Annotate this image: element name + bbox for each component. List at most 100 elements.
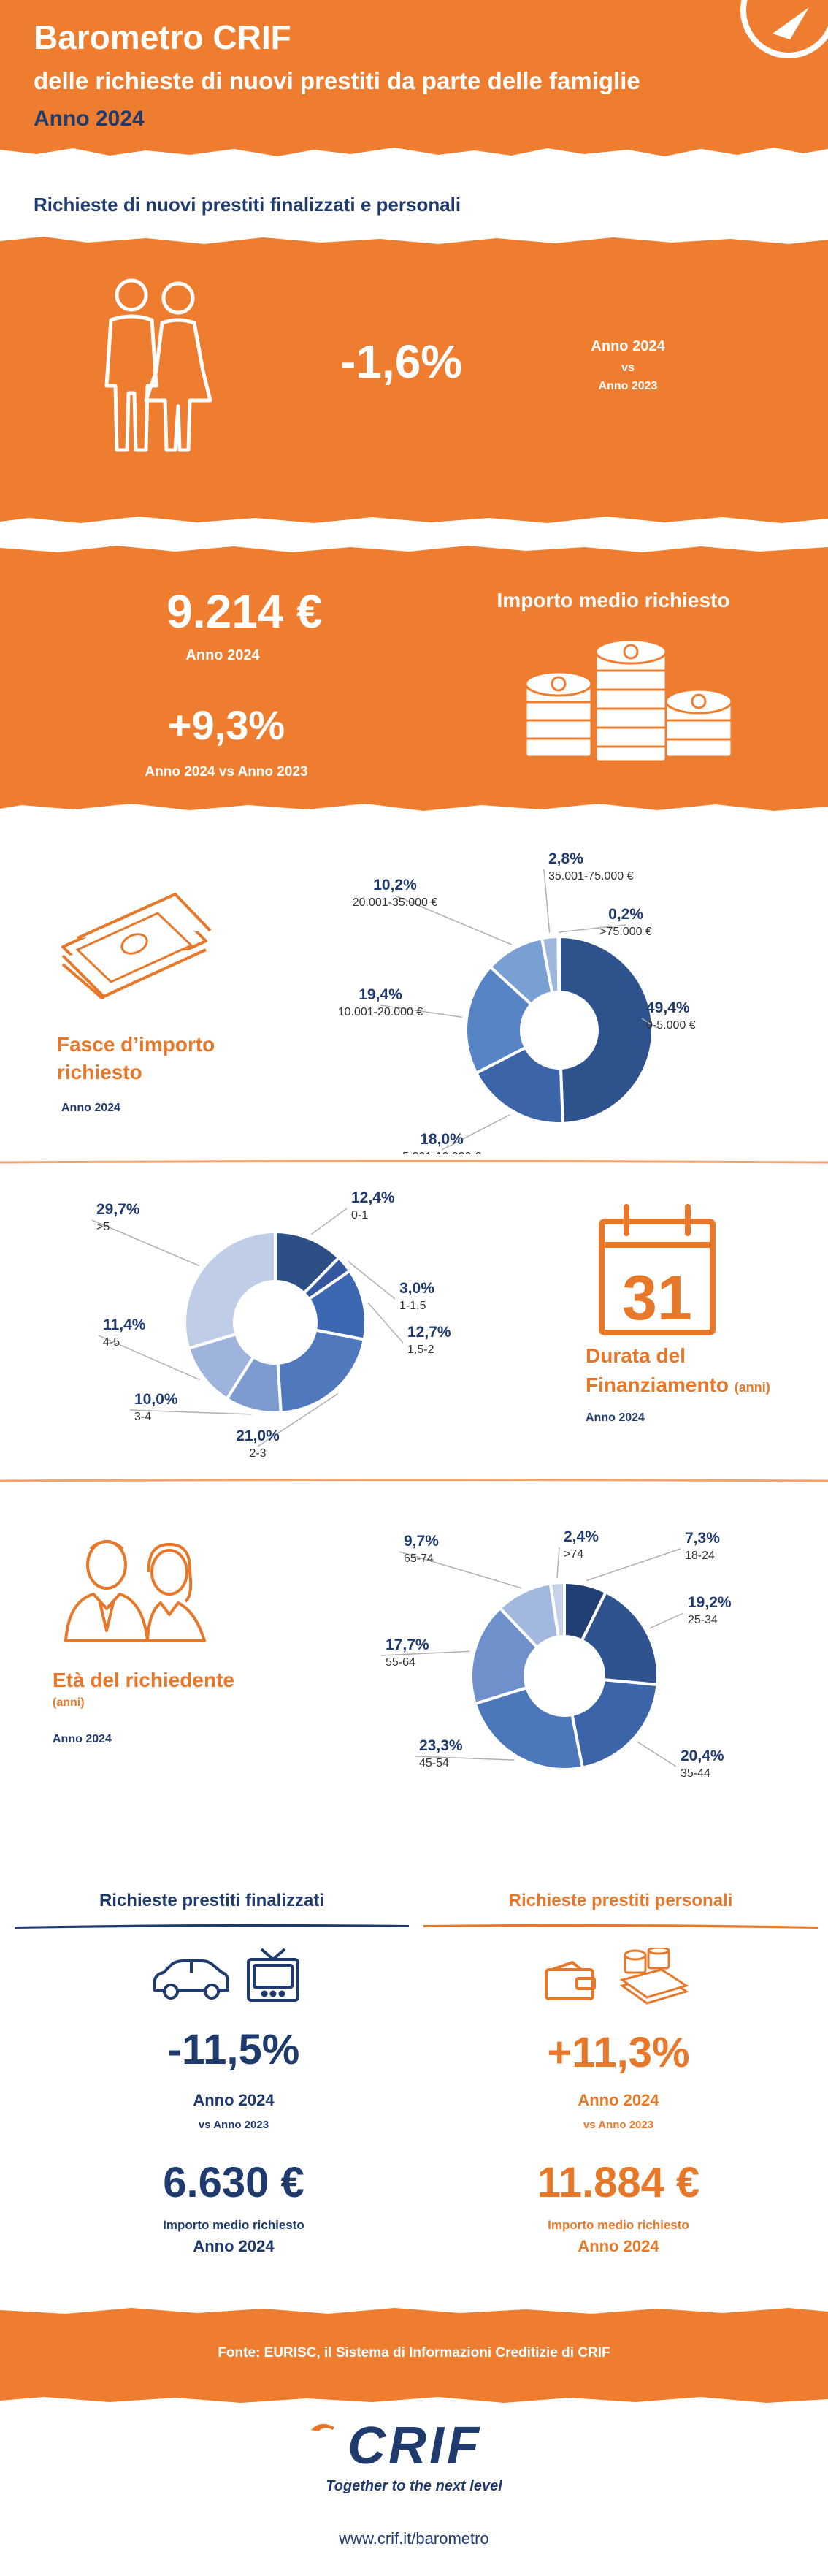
donut-slice-0-2 [464, 964, 534, 1075]
donut-category-label: 1,5-2 [407, 1344, 434, 1356]
donut-category-label: >75.000 € [599, 926, 652, 938]
donut-value-label: 10,2% [373, 877, 417, 893]
donut-leader-2-2 [636, 1741, 677, 1767]
banknotes-icon [61, 893, 212, 999]
importo-title-line1: Fasce d’importo [57, 1033, 215, 1056]
calendar-day: 31 [622, 1263, 692, 1333]
donut-leader-1-0 [310, 1208, 348, 1235]
donut-value-label: 18,0% [420, 1131, 464, 1148]
footer-url[interactable]: www.crif.it/barometro [339, 2529, 489, 2548]
donut-slice-2-3 [473, 1685, 585, 1771]
donut-value-label: 19,2% [688, 1594, 732, 1611]
section1-band [0, 245, 828, 516]
donut-leader-0-0 [641, 1018, 658, 1029]
personali-amount-label: Importo medio richiesto [548, 2218, 689, 2232]
donut-leader-0-2 [380, 1005, 463, 1018]
donut-value-label: 2,8% [548, 850, 583, 867]
donut-category-label: 5.001-10.000 € [402, 1151, 481, 1154]
donut-category-label: 55-64 [386, 1656, 415, 1669]
donut-leader-1-2 [367, 1302, 404, 1344]
donut-category-label: 35.001-75.000 € [548, 870, 634, 883]
donut-slice-0-5 [556, 934, 561, 994]
section2-torn-bottom [0, 801, 828, 811]
section2-title: Importo medio richiesto [497, 589, 730, 611]
section1-compare-a: Anno 2024 [591, 338, 665, 354]
donut-leader-2-4 [380, 1650, 470, 1656]
durata-unit: (anni) [734, 1380, 770, 1395]
section2-amount-year: Anno 2024 [185, 647, 260, 663]
section1-change: -1,6% [340, 335, 463, 388]
donut-category-label: 1-1,5 [399, 1300, 426, 1312]
section1-compare-b: Anno 2023 [598, 380, 658, 392]
finalizzati-change: -11,5% [167, 2026, 300, 2073]
finalizzati-amount-year: Anno 2024 [193, 2237, 275, 2255]
donut-value-label: 0,2% [608, 906, 643, 923]
section2-amount: 9.214 € [166, 585, 323, 638]
donut-value-label: 2,4% [564, 1528, 599, 1545]
donut-slice-0-1 [474, 1045, 564, 1125]
section1-torn-top [0, 237, 828, 247]
importo-donut-chart: 49,4% 0-5.000 € 18,0% 5.001-10.000 € 19,4% 10… [338, 850, 696, 1154]
footer-torn-bottom [0, 2395, 828, 2403]
footer-band [0, 2314, 828, 2396]
personali-underline [423, 1924, 818, 1929]
donut-slice-1-6 [183, 1230, 277, 1351]
donut-leader-2-5 [399, 1551, 522, 1589]
donut-slice-0-0 [558, 934, 654, 1125]
donut-leader-2-6 [556, 1547, 560, 1579]
section1-heading: Richieste di nuovi prestiti finalizzati … [34, 194, 461, 216]
donut-leader-1-4 [129, 1409, 252, 1415]
eta-title: Età del richiedente [53, 1669, 234, 1691]
durata-donut-chart: 12,4% 0-1 3,0% 1-1,5 12,7% 1,5-2 21,0% 2-3 10,0%… [91, 1189, 451, 1460]
donut-leader-1-1 [348, 1260, 396, 1300]
donut-leader-0-3 [394, 895, 512, 945]
coins-icon [524, 640, 733, 763]
people-icon [64, 1540, 206, 1642]
donut-leader-1-6 [91, 1219, 199, 1267]
donut-value-label: 23,3% [419, 1737, 463, 1754]
donut-leader-2-1 [649, 1612, 684, 1629]
header-title: Barometro CRIF [34, 18, 291, 56]
donut-value-label: 12,7% [407, 1324, 451, 1341]
finalizzati-amount: 6.630 € [163, 2159, 304, 2206]
personali-change: +11,3% [547, 2029, 690, 2076]
donut-slice-2-1 [580, 1590, 659, 1687]
calendar-icon: 31 [599, 1204, 716, 1335]
donut-category-label: 65-74 [404, 1552, 434, 1565]
donut-value-label: 12,4% [351, 1189, 395, 1206]
divider-2 [0, 1479, 828, 1482]
donut-category-label: 35-44 [681, 1767, 710, 1780]
car-icon [153, 1959, 229, 2000]
finalizzati-change-vs: vs Anno 2023 [198, 2119, 269, 2131]
importo-title-line2: richiesto [57, 1061, 142, 1083]
footer-source: Fonte: EURISC, il Sistema di Informazion… [218, 2345, 610, 2360]
donut-value-label: 17,7% [386, 1636, 429, 1653]
donut-category-label: 3-4 [134, 1411, 151, 1423]
donut-slice-2-4 [469, 1606, 540, 1706]
footer-torn-top [0, 2308, 828, 2316]
header-band [0, 0, 828, 146]
durata-title-finanziamento: Finanziamento [586, 1373, 729, 1396]
crif-logo: CRIF [311, 2417, 479, 2471]
personali-change-year: Anno 2024 [578, 2091, 659, 2109]
importo-year: Anno 2024 [61, 1102, 120, 1114]
eta-year: Anno 2024 [53, 1733, 112, 1745]
section2-change-label: Anno 2024 vs Anno 2023 [145, 764, 308, 780]
personali-change-vs: vs Anno 2023 [583, 2119, 654, 2131]
donut-leader-2-3 [414, 1756, 515, 1761]
donut-category-label: 2-3 [249, 1447, 266, 1460]
donut-leader-1-3 [257, 1393, 339, 1447]
durata-title-line1: Durata del [586, 1344, 686, 1367]
finalizzati-heading: Richieste prestiti finalizzati [99, 1891, 325, 1910]
personali-heading: Richieste prestiti personali [508, 1891, 733, 1910]
money-stack-icon [619, 1948, 689, 2005]
donut-category-label: 25-34 [688, 1614, 718, 1626]
section1-torn-bottom [0, 514, 828, 523]
donut-category-label: 45-54 [419, 1757, 449, 1769]
personali-amount: 11.884 € [537, 2159, 700, 2206]
footer-tagline: Together to the next level [326, 2478, 502, 2494]
donut-leader-0-5 [559, 924, 626, 933]
divider-1 [0, 1160, 828, 1164]
donut-category-label: 0-1 [351, 1209, 368, 1222]
section2-change: +9,3% [167, 702, 285, 748]
